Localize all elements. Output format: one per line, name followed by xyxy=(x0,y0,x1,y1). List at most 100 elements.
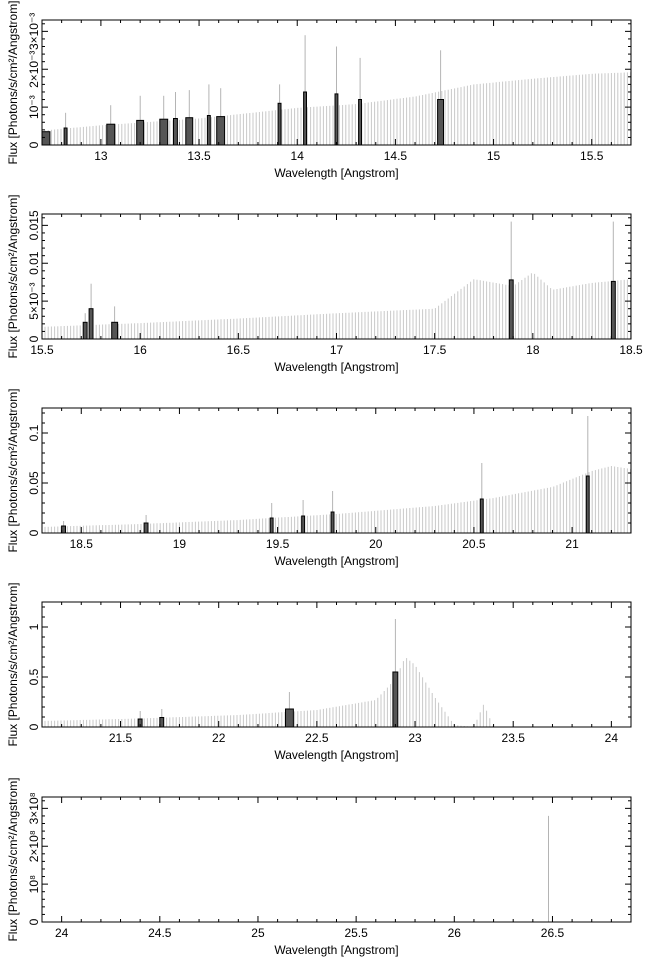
x-tick-label: 20 xyxy=(369,537,383,551)
x-tick-label: 14 xyxy=(291,149,305,163)
x-tick-label: 26.5 xyxy=(541,926,565,940)
x-axis: 21.5 22 22.5 23 23.5 24 xyxy=(41,602,632,745)
y-tick-label: 0 xyxy=(27,529,41,536)
model-curve xyxy=(44,658,494,727)
data-bar xyxy=(111,321,119,340)
x-tick-label: 23.5 xyxy=(502,731,526,745)
x-tick-label: 13.5 xyxy=(187,149,211,163)
data-bar xyxy=(437,99,445,146)
y-axis-label: Flux [Photons/s/cm²/Angstrom] xyxy=(6,194,20,358)
data-bar xyxy=(334,93,339,146)
x-tick-label: 18.5 xyxy=(70,537,94,551)
x-tick-label: 24.5 xyxy=(148,926,172,940)
plot-frame xyxy=(41,796,632,923)
y-axis: 00.51 xyxy=(27,606,631,730)
x-tick-label: 22.5 xyxy=(305,731,329,745)
data-bar xyxy=(358,99,363,146)
x-tick-label: 21 xyxy=(565,537,579,551)
x-axis-label: Wavelength [Angstrom] xyxy=(274,360,398,374)
y-tick-label: 5×10⁻³ xyxy=(27,282,41,319)
data-bars xyxy=(137,619,399,728)
y-tick-label: 2×10⁸ xyxy=(27,830,41,862)
x-axis: 24 24.5 25 25.5 26 26.5 xyxy=(41,797,632,940)
data-bar xyxy=(330,511,335,534)
y-tick-label: 0 xyxy=(27,335,41,342)
y-tick-label: 0.015 xyxy=(27,210,41,240)
y-tick-label: 3×10⁻³ xyxy=(27,13,41,50)
x-axis-label: Wavelength [Angstrom] xyxy=(274,166,398,180)
data-bar xyxy=(159,118,169,146)
y-axis-label: Flux [Photons/s/cm²/Angstrom] xyxy=(6,582,20,746)
y-tick-label: 0 xyxy=(27,918,41,925)
y-axis-label: Flux [Photons/s/cm²/Angstrom] xyxy=(6,388,20,552)
y-tick-label: 1 xyxy=(27,623,41,630)
data-bar xyxy=(216,116,226,146)
data-bar xyxy=(301,515,306,534)
x-tick-label: 21.5 xyxy=(109,731,133,745)
x-axis: 13 13.5 14 14.5 15 15.5 xyxy=(41,20,632,163)
x-tick-label: 22 xyxy=(212,731,226,745)
x-tick-label: 15 xyxy=(487,149,501,163)
x-tick-label: 26 xyxy=(448,926,462,940)
x-axis-label: Wavelength [Angstrom] xyxy=(274,748,398,762)
y-tick-label: 10⁸ xyxy=(27,875,41,893)
x-tick-label: 19.5 xyxy=(266,537,290,551)
y-tick-label: 2×10⁻³ xyxy=(27,51,41,88)
y-tick-label: 0 xyxy=(27,141,41,148)
x-axis-label: Wavelength [Angstrom] xyxy=(274,943,398,957)
data-bar xyxy=(159,717,165,728)
x-tick-label: 14.5 xyxy=(384,149,408,163)
y-tick-label: 0.5 xyxy=(27,668,41,685)
y-tick-label: 0.1 xyxy=(27,424,41,441)
x-tick-label: 16.5 xyxy=(227,343,251,357)
y-tick-label: 10⁻³ xyxy=(27,95,41,119)
chart-panel-1: 13 13.5 14 14.5 15 15.5 0 10⁻³ 2×10⁻³3×10⁻³ Wavel… xyxy=(6,0,632,180)
data-bars xyxy=(61,416,590,534)
data-bar xyxy=(277,102,282,146)
x-tick-label: 24 xyxy=(605,731,619,745)
chart-panel-5: 24 24.5 25 25.5 26 26.5 0 10⁸ 2×10⁸ 3×10⁸ Waveleng… xyxy=(6,777,632,957)
y-axis-label: Flux [Photons/s/cm²/Angstrom] xyxy=(6,777,20,941)
x-tick-label: 18 xyxy=(526,343,540,357)
data-bar xyxy=(88,308,94,340)
x-tick-label: 13 xyxy=(94,149,108,163)
data-bar xyxy=(82,321,88,340)
x-tick-label: 18.5 xyxy=(619,343,643,357)
data-bar xyxy=(106,123,116,146)
x-tick-label: 25.5 xyxy=(344,926,368,940)
data-bar xyxy=(285,708,294,728)
chart-panel-3: 18.5 19 19.5 20 20.5 21 0 0.05 0.1 Wavelength [An… xyxy=(6,388,632,568)
y-axis-label: Flux [Photons/s/cm²/Angstrom] xyxy=(6,0,20,164)
x-tick-label: 15.5 xyxy=(30,343,54,357)
data-bar xyxy=(206,115,211,146)
x-tick-label: 17 xyxy=(330,343,344,357)
data-bar xyxy=(136,119,145,146)
data-bar xyxy=(585,475,590,534)
x-axis: 15.5 16 16.5 17 17.5 18 18.5 xyxy=(30,214,643,357)
x-tick-label: 25 xyxy=(251,926,265,940)
x-tick-label: 15.5 xyxy=(580,149,604,163)
data-bar xyxy=(508,279,514,340)
y-tick-label: 0.05 xyxy=(27,471,41,495)
y-axis: 0 10⁻³ 2×10⁻³3×10⁻³ xyxy=(27,13,631,148)
data-bar xyxy=(61,525,66,534)
x-tick-label: 16 xyxy=(133,343,147,357)
y-tick-label: 0.01 xyxy=(27,251,41,275)
x-axis-label: Wavelength [Angstrom] xyxy=(274,554,398,568)
data-bar xyxy=(173,118,178,146)
data-bar xyxy=(610,280,616,340)
chart-panel-2: 15.5 16 16.5 17 17.5 18 18.5 0 5×10⁻³ 0.01 0.015 Wa… xyxy=(6,194,643,374)
data-bar xyxy=(185,117,194,146)
data-bar xyxy=(479,498,484,534)
y-tick-label: 3×10⁸ xyxy=(27,792,41,824)
data-bar xyxy=(269,517,274,534)
x-tick-label: 23 xyxy=(408,731,422,745)
y-axis: 0 0.05 0.1 xyxy=(27,412,631,536)
y-axis: 0 10⁸ 2×10⁸ 3×10⁸ xyxy=(27,792,631,925)
y-tick-label: 0 xyxy=(27,723,41,730)
data-bar xyxy=(303,91,308,146)
model-curve xyxy=(44,273,632,339)
x-tick-label: 20.5 xyxy=(462,537,486,551)
y-axis: 0 5×10⁻³ 0.01 0.015 xyxy=(27,210,631,342)
